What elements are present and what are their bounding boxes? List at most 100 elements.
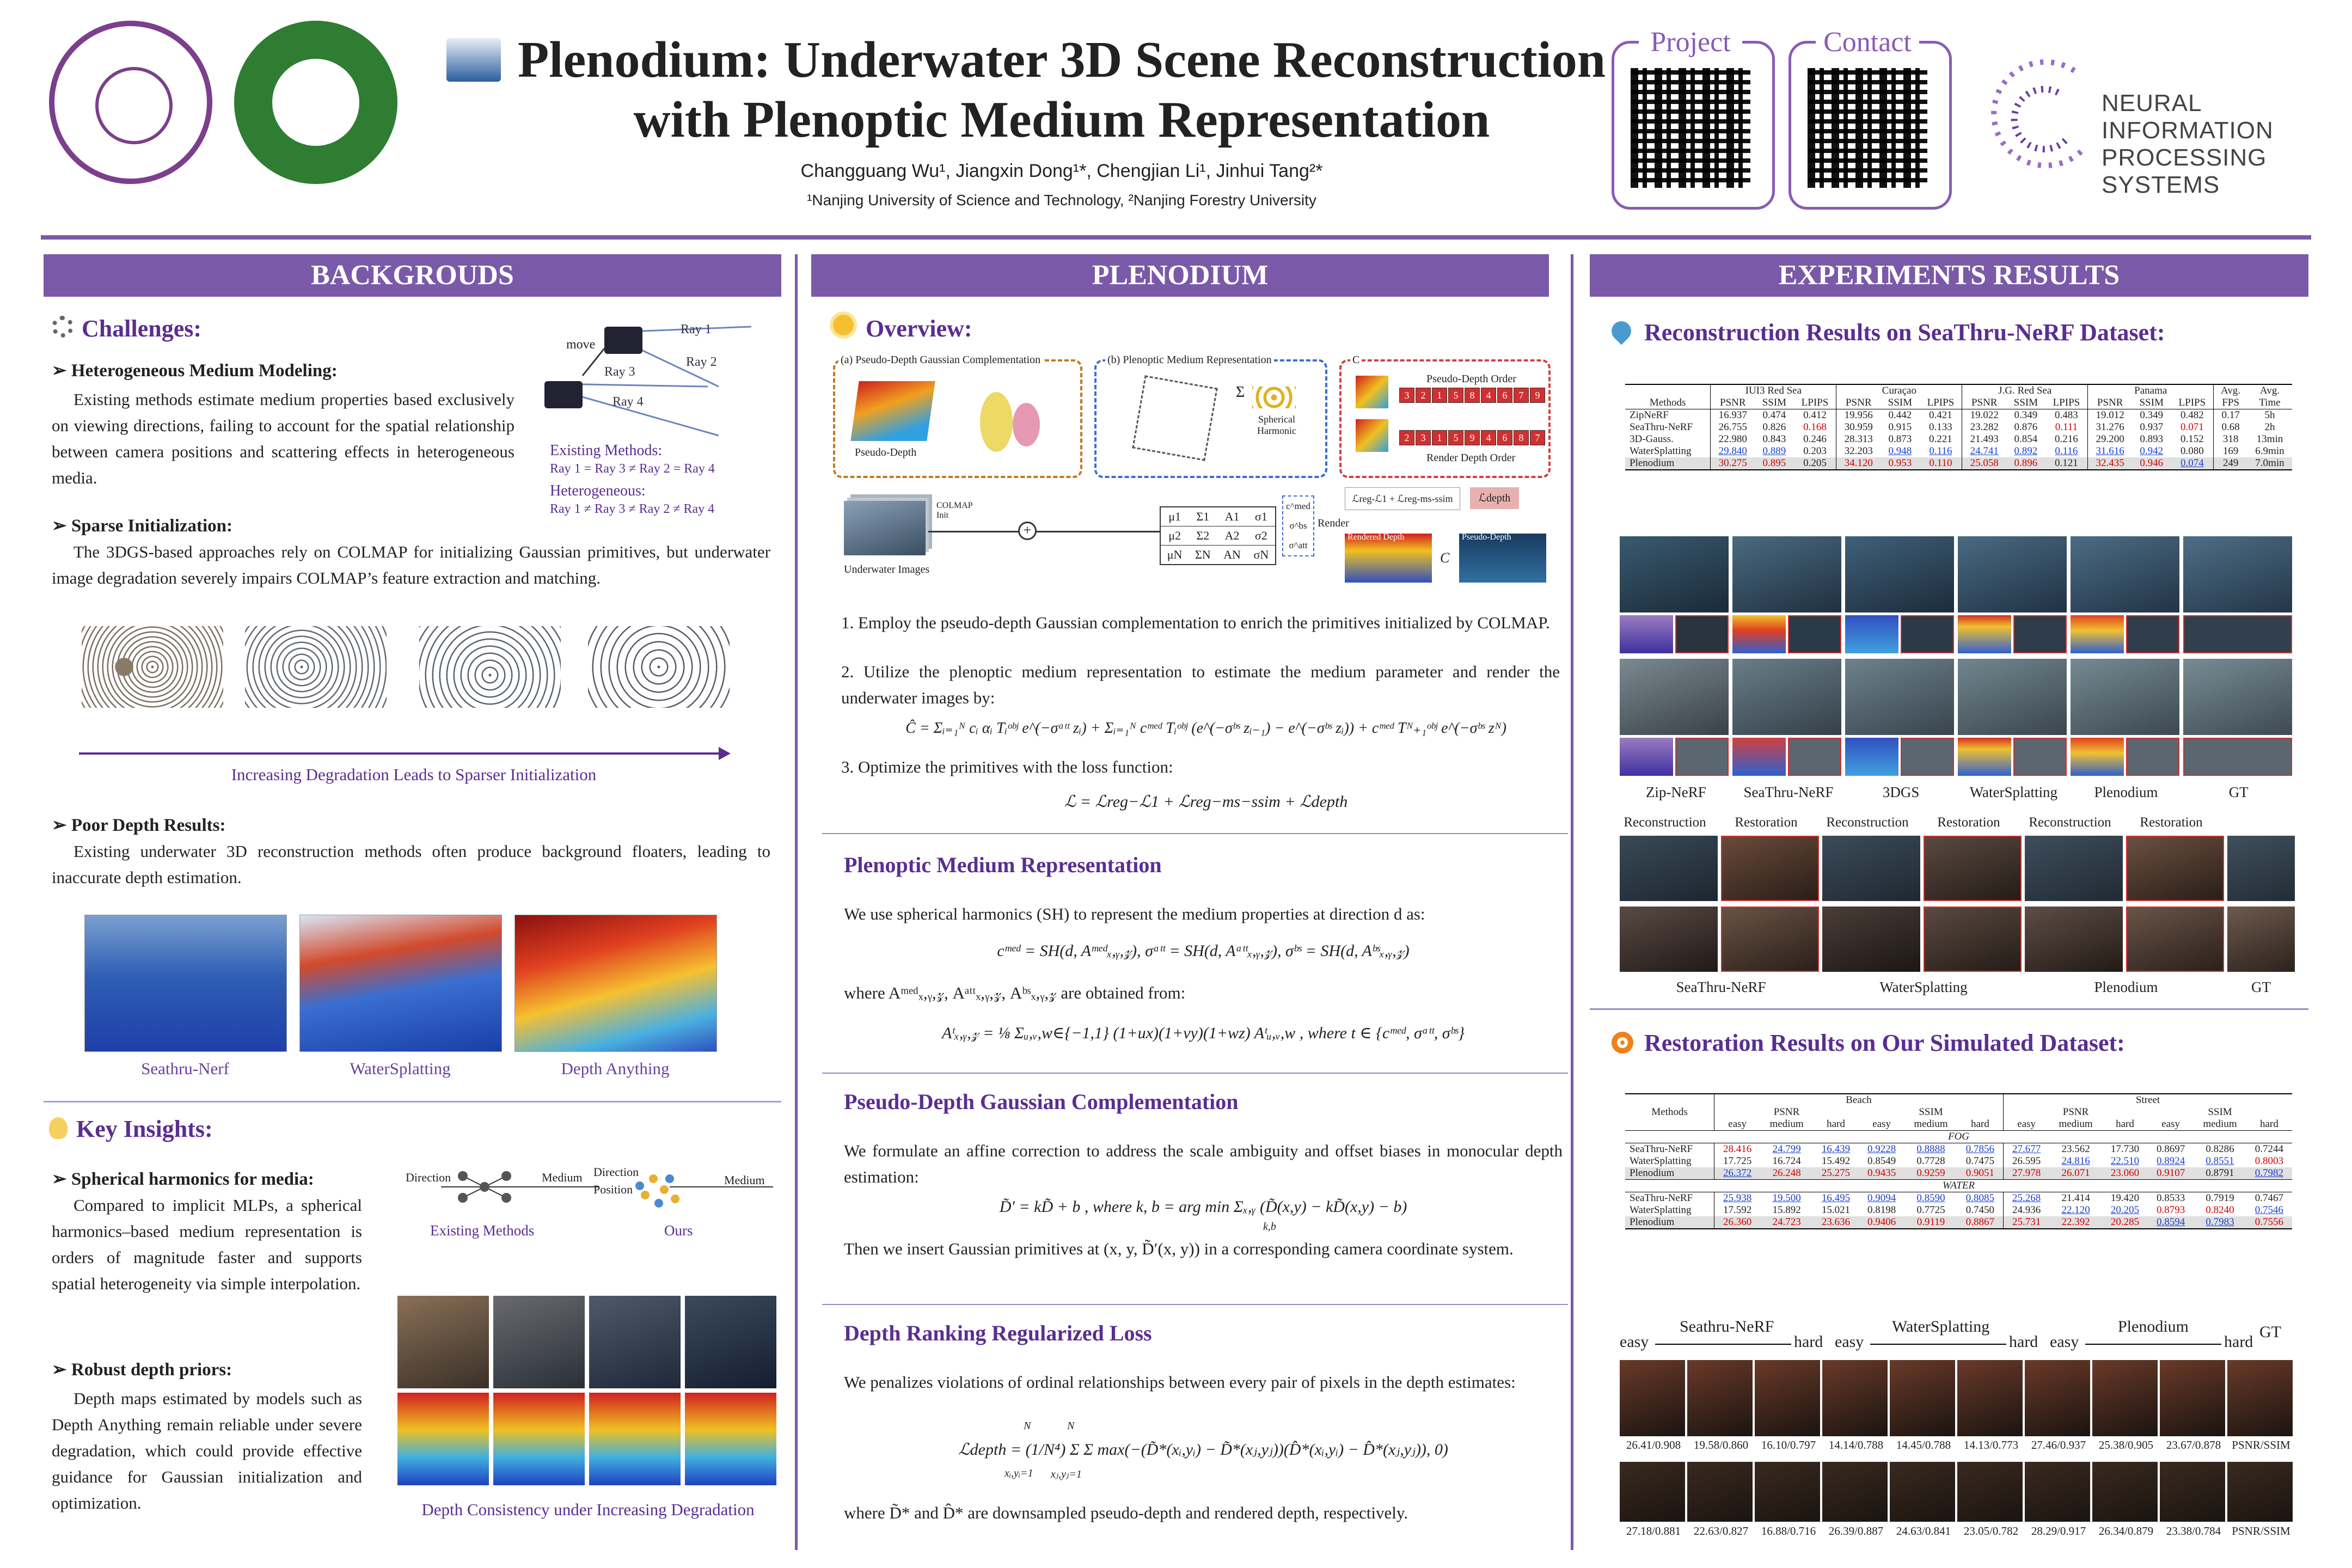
- sim-value: 14.45/0.788: [1896, 1438, 1951, 1451]
- recon-cell: 31.616: [2087, 445, 2133, 457]
- flow-arrow: [928, 531, 1200, 532]
- rr-img: [2126, 906, 2224, 972]
- col-header-left: BACKGROUDS: [44, 254, 781, 297]
- resto-fog-row: FOG: [1625, 1130, 2292, 1143]
- recon-img: [2071, 659, 2179, 735]
- recon-cell: 0.17: [2213, 409, 2247, 421]
- recon-metric-header: Time: [2259, 397, 2281, 408]
- recon-label: SeaThru-NeRF: [1743, 784, 1834, 800]
- recon-group-row: IUI3 Red Sea Curaçao J.G. Red Sea Panama…: [1625, 384, 2292, 397]
- pdgc-eq: D̃′ = kD̃ + b , where k, b = arg min Σₓ,…: [999, 1198, 1407, 1216]
- resto-table: Methods Beach Street PSNR SSIM PSNR SSIM…: [1625, 1093, 2292, 1229]
- resto-methods: Methods: [1651, 1106, 1688, 1118]
- rdo-cell: 2: [1399, 430, 1414, 445]
- camera-icon-2: [544, 381, 583, 408]
- recon-depth: [1620, 615, 1673, 653]
- resto-level: medium: [2059, 1118, 2093, 1130]
- resto-cell: 15.492: [1821, 1155, 1851, 1167]
- recon-cell: 0.442: [1888, 409, 1912, 421]
- diag-ray4: Ray 4: [612, 395, 644, 409]
- dc-depth-3: [589, 1393, 681, 1485]
- recon-metric-header: SSIM: [2013, 397, 2038, 408]
- resto-cell: 0.8551: [2206, 1155, 2234, 1167]
- sh-title-text: Spherical harmonics for media:: [71, 1169, 314, 1189]
- rr-img: [2227, 836, 2295, 901]
- sim-value: 19.58/0.860: [1693, 1438, 1749, 1451]
- resto-cell: 0.8697: [2156, 1143, 2185, 1155]
- hetero-text: Existing methods estimate medium propert…: [52, 390, 514, 487]
- recon-avg2: Avg.: [2259, 385, 2280, 396]
- recon-cell: 0.412: [1803, 409, 1827, 421]
- resto-cell: 0.8791: [2194, 1167, 2246, 1180]
- resto-cell: 0.8533: [2156, 1192, 2185, 1204]
- gaussian-ellipse-icon-2: [1013, 403, 1040, 446]
- contact-qr-code[interactable]: [1808, 68, 1927, 188]
- sh-diag-medium: Medium: [542, 1171, 583, 1184]
- recon-cell: 0.873: [1888, 433, 1912, 445]
- rdo-cell: 5: [1448, 430, 1463, 445]
- recon-depth: [1845, 738, 1898, 776]
- vec-cmed: c^med: [1286, 501, 1310, 511]
- mu-cell: σN: [1253, 548, 1269, 561]
- sh-diagram: [397, 1165, 779, 1247]
- sim-img: [2092, 1462, 2158, 1522]
- gaussian-ellipse-icon: [980, 392, 1013, 452]
- sim-gt-label: GT: [2259, 1323, 2281, 1341]
- resto-psnr: PSNR: [1714, 1106, 1859, 1118]
- recon-label: Plenodium: [2094, 784, 2158, 800]
- diag-pseudo-depth2: Pseudo-Depth: [1462, 532, 1511, 542]
- resto-method: SeaThru-NeRF: [1630, 1143, 1693, 1155]
- recon-crop: [2126, 615, 2179, 653]
- resto-cell: 0.7556: [2246, 1216, 2292, 1229]
- neurips-line2: PROCESSING SYSTEMS: [2102, 144, 2267, 198]
- sim-value: 16.10/0.797: [1761, 1438, 1816, 1451]
- poor-title-text: Poor Depth Results:: [71, 816, 226, 835]
- resto-cell: 0.8924: [2156, 1155, 2185, 1167]
- project-qr-code[interactable]: [1631, 68, 1750, 188]
- resto-cell: 0.7546: [2255, 1204, 2283, 1216]
- sim-easy: easy: [1835, 1333, 1864, 1351]
- recon-metric-header: SSIM: [1762, 397, 1787, 408]
- overview-title: Overview:: [866, 315, 972, 342]
- resto-level: medium: [1769, 1118, 1804, 1130]
- resto-level: easy: [2161, 1118, 2180, 1130]
- pdo-cell: 7: [1514, 388, 1529, 403]
- depth-label-seathru: Seathru-Nerf: [141, 1059, 229, 1078]
- recon-crop: [2126, 738, 2179, 776]
- resto-cell: 0.7982: [2246, 1167, 2292, 1180]
- pseudo-depth-img: [850, 381, 935, 441]
- pdgc-text2: Then we insert Gaussian primitives at (x…: [844, 1239, 1514, 1258]
- pdgc-title: Pseudo-Depth Gaussian Complementation: [844, 1089, 1239, 1114]
- plus-circle-icon: +: [1018, 522, 1037, 540]
- resto-cell: 26.372: [1714, 1167, 1761, 1180]
- recon-depth: [1958, 615, 2011, 653]
- resto-cell: 26.360: [1714, 1216, 1761, 1229]
- mu-cell: μ2: [1168, 529, 1181, 542]
- recon-grid: [1620, 536, 2295, 781]
- neurips-text: NEURAL INFORMATION PROCESSING SYSTEMS: [2102, 90, 2352, 199]
- resto-cell: 20.285: [2102, 1216, 2148, 1229]
- recon-cell: 0.205: [1793, 457, 1836, 470]
- sim-hard: hard: [2009, 1333, 2038, 1351]
- recon-cell: 0.246: [1803, 433, 1827, 445]
- sim-value: 14.13/0.773: [1963, 1438, 2019, 1451]
- sim-img: [2160, 1360, 2225, 1436]
- robust-title: ➢ Robust depth priors:: [52, 1360, 232, 1380]
- resto-cell: 17.725: [1714, 1155, 1761, 1167]
- diag-hetero: Heterogeneous:: [550, 482, 646, 499]
- sim-value: 16.88/0.716: [1761, 1524, 1816, 1538]
- mu-cell: A1: [1224, 510, 1240, 523]
- pdo-cell: 3: [1399, 388, 1414, 403]
- recon-cell: 0.826: [1762, 421, 1786, 433]
- sh-diag-direction2: Direction: [593, 1165, 639, 1179]
- recon-cell: 13min: [2256, 433, 2283, 445]
- sh-diag-position: Position: [593, 1183, 633, 1196]
- resto-cell: 0.9051: [1957, 1167, 2004, 1180]
- resto-cell: 22.120: [2061, 1204, 2090, 1216]
- resto-cell: 24.723: [1760, 1216, 1813, 1229]
- resto-cell: 25.275: [1812, 1167, 1859, 1180]
- rr-img: [1924, 906, 2022, 972]
- camera-icon-1: [604, 327, 642, 354]
- rr-img: [1721, 906, 1819, 972]
- resto-level: medium: [2203, 1118, 2237, 1130]
